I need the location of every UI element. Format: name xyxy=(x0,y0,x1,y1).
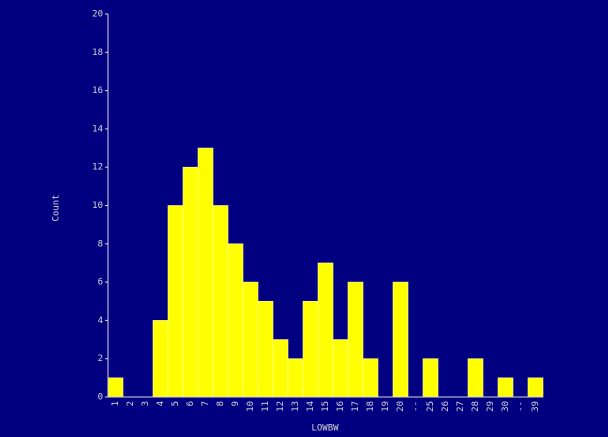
x-tick-label: 17 xyxy=(351,401,361,412)
bar xyxy=(212,205,229,398)
y-tick-label: 20 xyxy=(92,10,103,20)
y-tick-label: 0 xyxy=(98,393,103,403)
x-tick-label: 4 xyxy=(156,401,166,406)
x-tick-label: 28 xyxy=(471,401,481,412)
x-tick-label: 26 xyxy=(441,401,451,412)
bar xyxy=(467,358,484,398)
x-tick-label: 6 xyxy=(186,401,196,406)
bar xyxy=(362,358,379,398)
x-tick-label: 7 xyxy=(201,401,211,406)
bar xyxy=(257,300,274,398)
x-tick-label: 13 xyxy=(291,401,301,412)
x-tick-label: 15 xyxy=(321,401,331,412)
x-tick-label: -- xyxy=(516,401,526,412)
x-axis-label: LOWBW xyxy=(311,424,339,434)
bar xyxy=(107,377,124,398)
x-tick-label: 30 xyxy=(501,401,511,412)
y-tick-label: 12 xyxy=(92,163,103,173)
x-tick-label: 2 xyxy=(126,401,136,406)
x-tick-label: 16 xyxy=(336,401,346,412)
x-tick-label: 9 xyxy=(231,401,241,406)
x-tick-label: 12 xyxy=(276,401,286,412)
y-tick-label: 16 xyxy=(92,86,103,96)
y-tick-label: 14 xyxy=(92,124,103,134)
bar xyxy=(152,320,169,398)
x-tick-label: 3 xyxy=(141,401,151,406)
bar xyxy=(317,262,334,398)
x-tick-label: -- xyxy=(411,401,421,412)
x-tick-label: 20 xyxy=(396,401,406,412)
bar xyxy=(242,281,259,398)
x-tick-label: 39 xyxy=(531,401,541,412)
x-tick-label: 14 xyxy=(306,401,316,412)
x-tick-label: 25 xyxy=(426,401,436,412)
bar xyxy=(272,339,289,398)
bar xyxy=(497,377,514,398)
x-tick-label: 1 xyxy=(111,401,121,406)
x-tick-label: 8 xyxy=(216,401,226,406)
y-tick-label: 4 xyxy=(98,316,103,326)
x-tick-label: 10 xyxy=(246,401,256,412)
x-tick-label: 27 xyxy=(456,401,466,412)
bar xyxy=(182,166,199,398)
bar xyxy=(227,243,244,398)
y-tick-label: 18 xyxy=(92,48,103,58)
y-tick-label: 10 xyxy=(92,201,103,211)
x-tick-label: 18 xyxy=(366,401,376,412)
bar xyxy=(302,300,319,398)
bar xyxy=(167,205,184,398)
bar xyxy=(347,281,364,398)
y-tick-label: 6 xyxy=(98,278,103,288)
x-tick-label: 5 xyxy=(171,401,181,406)
bar xyxy=(332,339,349,398)
bar xyxy=(422,358,439,398)
x-tick-label: 19 xyxy=(381,401,391,412)
x-tick-label: 11 xyxy=(261,401,271,412)
y-axis-label: Count xyxy=(52,194,62,221)
bar xyxy=(527,377,544,398)
bar xyxy=(287,358,304,398)
x-tick-label: 29 xyxy=(486,401,496,412)
bar xyxy=(392,281,409,398)
y-tick-label: 8 xyxy=(98,239,103,249)
y-tick-label: 2 xyxy=(98,354,103,364)
bar xyxy=(197,147,214,398)
